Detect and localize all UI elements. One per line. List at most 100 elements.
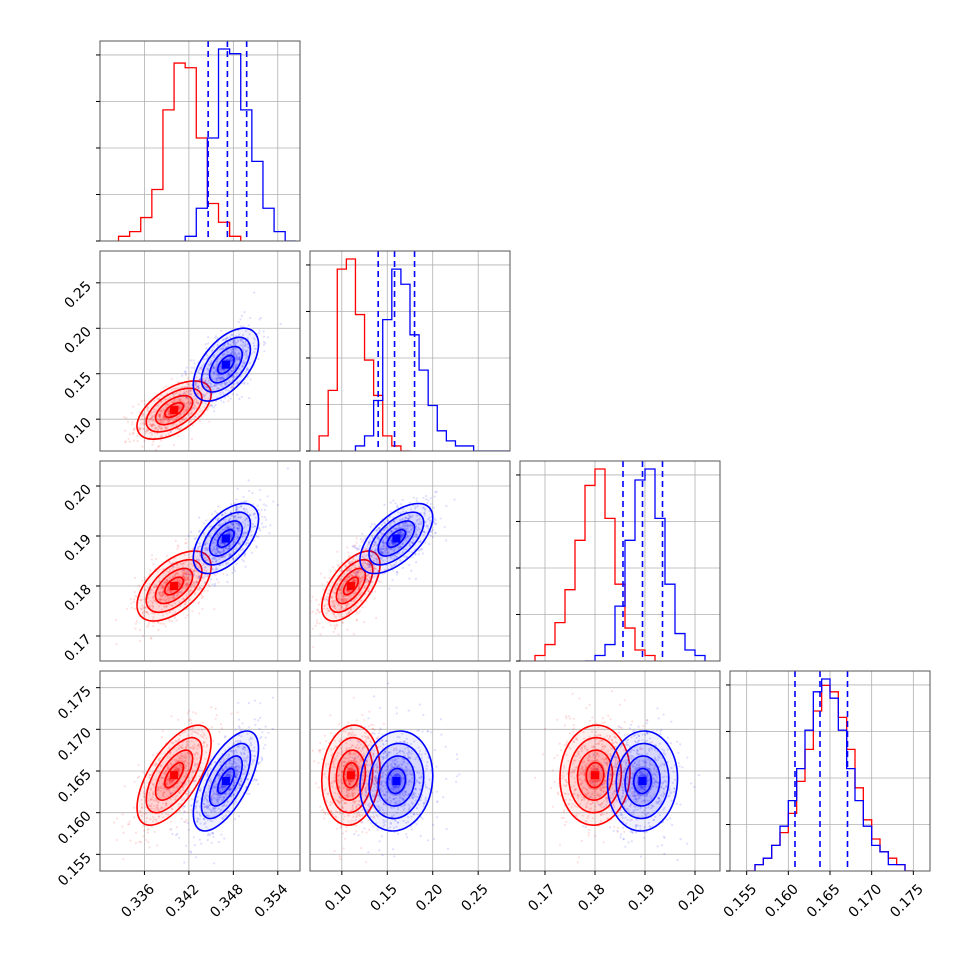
scatter-point: [181, 746, 184, 750]
scatter-point: [178, 791, 181, 794]
scatter-point: [245, 352, 248, 356]
scatter-point: [206, 589, 209, 593]
scatter-point: [198, 516, 201, 519]
scatter-point: [384, 541, 387, 544]
scatter-point: [143, 609, 146, 613]
scatter-point: [202, 358, 206, 361]
scatter-point: [236, 363, 239, 366]
scatter-point: [373, 567, 376, 570]
scatter-point: [178, 784, 181, 788]
scatter-point: [154, 410, 157, 413]
scatter-point: [243, 553, 246, 556]
scatter-point: [157, 425, 160, 428]
scatter-point: [198, 559, 201, 562]
scatter-point: [196, 731, 199, 734]
scatter-point: [334, 604, 337, 607]
scatter-point: [184, 560, 187, 563]
scatter-point: [167, 588, 170, 591]
scatter-point: [170, 377, 173, 380]
scatter-point: [155, 809, 158, 812]
scatter-point: [190, 370, 193, 373]
scatter-point: [210, 361, 213, 364]
scatter-point: [221, 817, 224, 820]
scatter-point: [206, 408, 209, 412]
scatter-point: [164, 427, 167, 430]
scatter-point: [154, 557, 158, 561]
scatter-point: [220, 761, 223, 764]
scatter-point: [263, 508, 266, 511]
scatter-point: [204, 540, 208, 543]
scatter-point: [178, 566, 181, 569]
scatter-point: [232, 568, 235, 571]
scatter-point: [185, 754, 188, 757]
scatter-point: [152, 625, 155, 628]
scatter-point: [357, 547, 360, 551]
scatter-point: [204, 575, 207, 578]
scatter-point: [221, 550, 224, 554]
scatter-point: [370, 580, 373, 583]
scatter-point: [411, 551, 414, 554]
panel-frame: [519, 460, 721, 662]
scatter-point: [151, 782, 154, 785]
scatter-point: [240, 753, 243, 756]
scatter-point: [431, 536, 434, 539]
scatter-point: [172, 413, 175, 416]
scatter-point: [167, 767, 170, 770]
scatter-point: [236, 339, 239, 342]
scatter-point: [162, 802, 165, 805]
scatter-point: [153, 804, 156, 807]
scatter-point: [427, 527, 430, 530]
panel-frame: [99, 40, 301, 242]
scatter-point: [176, 400, 179, 403]
scatter-point: [234, 341, 237, 344]
scatter-point: [152, 410, 155, 413]
scatter-point: [238, 784, 241, 787]
scatter-point: [194, 381, 197, 384]
scatter-point: [429, 497, 432, 500]
scatter-point: [190, 412, 193, 415]
scatter-point: [160, 736, 164, 739]
scatter-point: [231, 393, 234, 396]
scatter-point: [243, 554, 246, 558]
scatter-point: [189, 573, 192, 576]
scatter-point: [143, 793, 146, 796]
scatter-point: [173, 419, 176, 422]
scatter-point: [365, 581, 368, 584]
scatter-point: [168, 576, 171, 579]
scatter-point: [182, 797, 186, 800]
scatter-point: [197, 561, 200, 564]
scatter-point: [379, 558, 382, 561]
scatter-point: [358, 576, 361, 579]
scatter-point: [174, 768, 177, 772]
scatter-point: [248, 489, 251, 492]
scatter-point: [219, 556, 222, 559]
scatter-point: [235, 776, 238, 779]
scatter-point: [342, 607, 345, 610]
scatter-point: [174, 575, 177, 578]
scatter-point: [244, 370, 247, 373]
scatter-point: [198, 420, 201, 423]
scatter-point: [133, 576, 136, 580]
scatter-point: [360, 578, 363, 581]
scatter-point: [415, 497, 418, 500]
scatter-point: [220, 538, 223, 542]
scatter-point: [148, 583, 151, 586]
scatter-point: [220, 365, 223, 368]
scatter-point: [229, 553, 232, 556]
scatter-point: [215, 713, 218, 717]
scatter-point: [354, 572, 357, 575]
scatter-point: [381, 544, 384, 547]
scatter-point: [204, 552, 207, 555]
scatter-point: [252, 539, 256, 542]
scatter-point: [130, 602, 133, 605]
scatter-point: [185, 742, 189, 745]
scatter-point: [182, 385, 185, 389]
scatter-point: [169, 396, 172, 399]
scatter-point: [337, 633, 340, 636]
scatter-point: [194, 731, 197, 734]
scatter-point: [257, 526, 260, 530]
scatter-point: [185, 566, 188, 570]
scatter-point: [172, 786, 175, 789]
scatter-point: [159, 421, 162, 424]
scatter-point: [174, 539, 177, 543]
